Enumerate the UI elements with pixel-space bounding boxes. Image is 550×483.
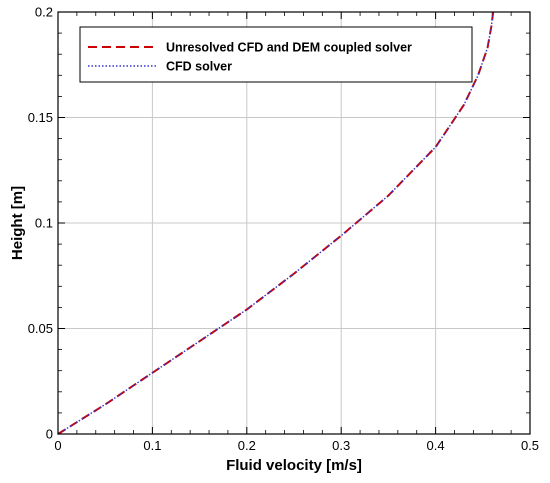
legend-label-2: CFD solver bbox=[166, 60, 232, 74]
y-tick-label: 0.2 bbox=[35, 5, 53, 20]
y-tick-label: 0 bbox=[46, 427, 53, 442]
y-tick-label: 0.1 bbox=[35, 216, 53, 231]
x-tick-label: 0 bbox=[54, 438, 61, 453]
y-axis-label: Height [m] bbox=[9, 186, 26, 260]
y-tick-label: 0.15 bbox=[28, 110, 53, 125]
x-tick-label: 0.3 bbox=[332, 438, 350, 453]
x-tick-label: 0.5 bbox=[521, 438, 539, 453]
y-tick-labels: 0 0.05 0.1 0.15 0.2 bbox=[28, 5, 53, 442]
x-axis-label: Fluid velocity [m/s] bbox=[226, 457, 362, 474]
x-tick-label: 0.2 bbox=[238, 438, 256, 453]
plot-frame bbox=[57, 11, 531, 435]
legend: Unresolved CFD and DEM coupled solver CFD… bbox=[79, 26, 473, 83]
x-tick-label: 0.1 bbox=[143, 438, 161, 453]
x-tick-labels: 0 0.1 0.2 0.3 0.4 0.5 bbox=[54, 438, 539, 453]
x-tick-label: 0.4 bbox=[427, 438, 445, 453]
legend-box bbox=[79, 26, 473, 83]
y-tick-label: 0.05 bbox=[28, 321, 53, 336]
legend-label-1: Unresolved CFD and DEM coupled solver bbox=[166, 41, 412, 55]
